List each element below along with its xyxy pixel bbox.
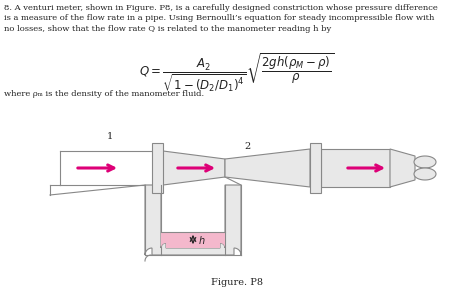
Text: $h$: $h$ bbox=[198, 234, 206, 245]
Polygon shape bbox=[414, 156, 436, 168]
Polygon shape bbox=[152, 143, 163, 193]
Text: where ρₘ is the density of the manometer fluid.: where ρₘ is the density of the manometer… bbox=[4, 90, 204, 98]
Text: 8. A venturi meter, shown in Figure. P8, is a carefully designed constriction wh: 8. A venturi meter, shown in Figure. P8,… bbox=[4, 4, 438, 33]
Text: $Q = \dfrac{A_2}{\sqrt{1-(D_2/D_1)^4}}\sqrt{\dfrac{2gh(\rho_M - \rho)}{\rho}}$: $Q = \dfrac{A_2}{\sqrt{1-(D_2/D_1)^4}}\s… bbox=[139, 52, 335, 95]
Text: Figure. P8: Figure. P8 bbox=[211, 278, 263, 287]
Text: 1: 1 bbox=[107, 132, 113, 141]
Polygon shape bbox=[161, 232, 225, 248]
Polygon shape bbox=[321, 149, 390, 187]
Polygon shape bbox=[390, 149, 415, 187]
Text: 2: 2 bbox=[245, 142, 251, 151]
Polygon shape bbox=[145, 185, 241, 255]
Polygon shape bbox=[225, 149, 310, 187]
Polygon shape bbox=[163, 151, 225, 185]
Polygon shape bbox=[414, 168, 436, 180]
Polygon shape bbox=[310, 143, 321, 193]
